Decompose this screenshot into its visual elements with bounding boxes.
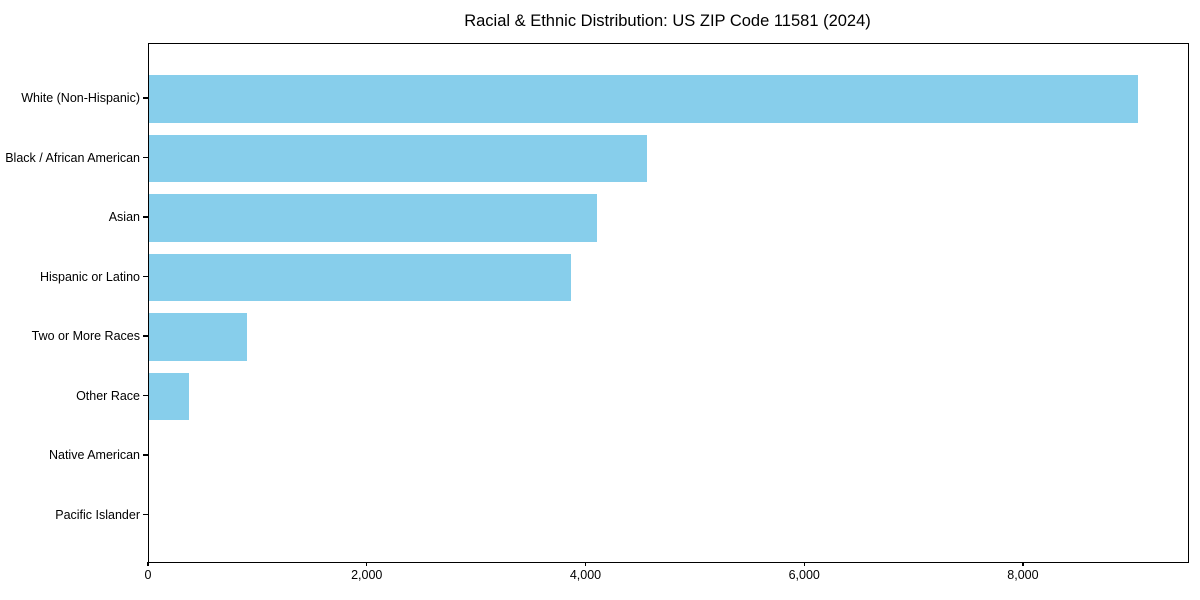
x-tick-label: 6,000 [788,568,820,582]
x-tick-mark [366,562,368,566]
bar [149,75,1138,123]
y-tick-mark [143,156,148,159]
x-tick-label: 4,000 [569,568,602,582]
y-tick-mark [143,216,148,218]
x-tick-mark [803,562,805,566]
y-tick-label: Hispanic or Latino [39,269,140,284]
chart-title: Racial & Ethnic Distribution: US ZIP Cod… [464,12,871,30]
y-tick-label: Native American [48,448,140,462]
x-tick-mark [147,562,149,566]
y-tick-label: Black / African American [5,150,140,165]
y-tick-label: White (Non-Hispanic) [21,91,140,105]
bar [149,194,598,242]
bar [149,253,572,302]
bar [149,372,190,421]
y-tick-label: Pacific Islander [55,507,140,522]
bar [149,313,248,361]
x-tick-label: 0 [144,568,152,582]
y-tick-label: Asian [108,210,140,224]
x-tick-mark [1022,562,1024,566]
y-tick-mark [143,275,148,278]
y-tick-label: Other Race [76,388,140,403]
y-tick-mark [143,394,148,397]
y-tick-mark [143,513,148,516]
y-tick-mark [143,335,148,337]
x-tick-label: 8,000 [1007,568,1039,582]
bar [149,134,647,183]
y-tick-label: Two or More Races [31,329,140,343]
x-tick-label: 2,000 [351,568,383,582]
y-tick-mark [143,454,148,456]
y-tick-mark [143,97,148,99]
plot-area [148,43,1189,563]
x-tick-mark [584,562,587,566]
